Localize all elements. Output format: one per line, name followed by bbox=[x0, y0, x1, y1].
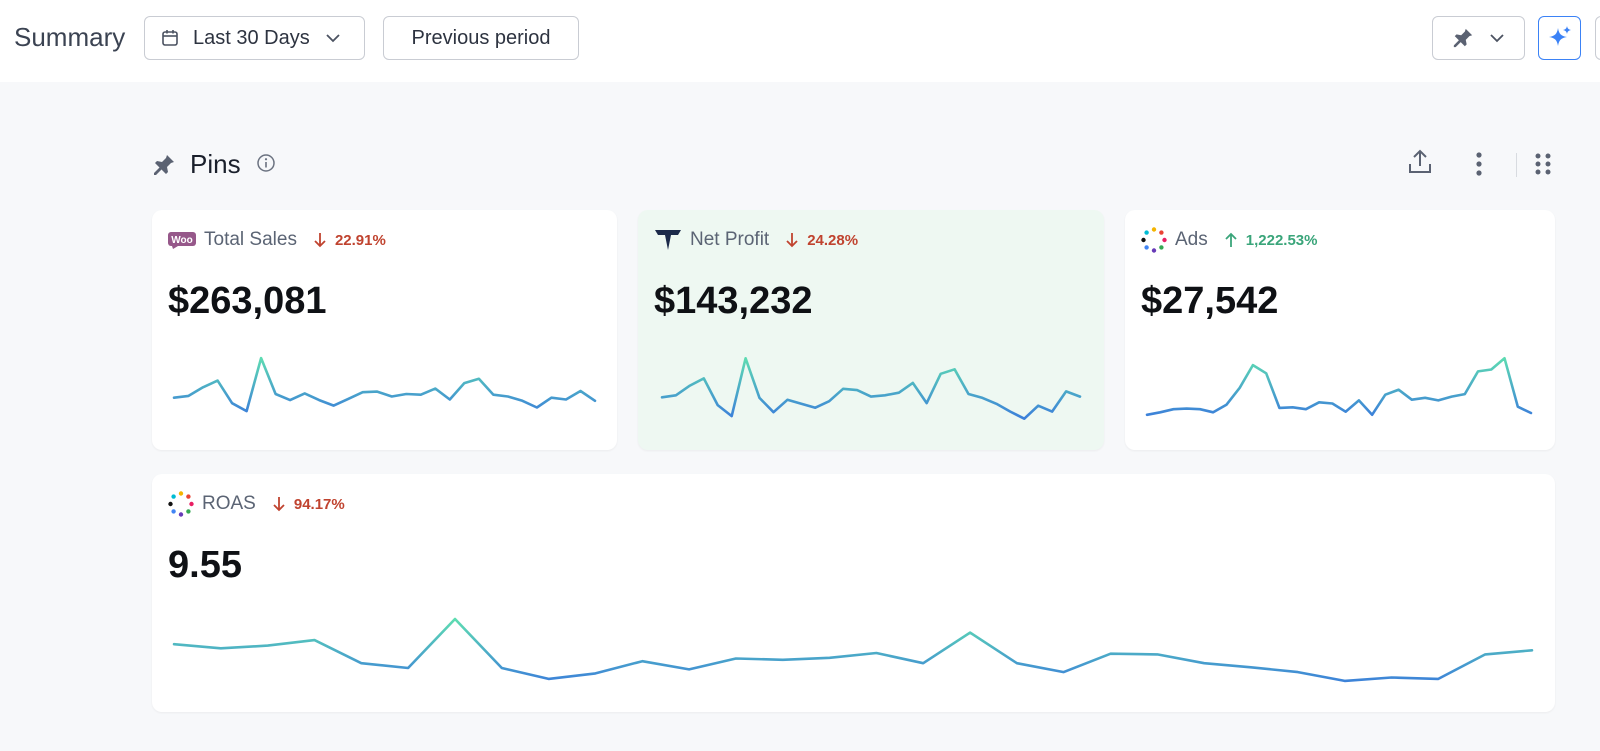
card-value: $27,542 bbox=[1141, 280, 1279, 322]
sparkline-chart bbox=[660, 357, 1082, 420]
sparkline-series bbox=[1145, 356, 1533, 417]
pins-section-header: Pins bbox=[150, 145, 1560, 185]
card-label: Total Sales bbox=[204, 229, 297, 250]
multicolor-dots-icon bbox=[168, 491, 194, 517]
card-label: Ads bbox=[1175, 229, 1208, 250]
metric-card-roas[interactable]: ROAS 94.17% 9.55 bbox=[152, 474, 1555, 712]
card-header: Ads 1,222.53% bbox=[1141, 227, 1318, 253]
card-header: Net Profit 24.28% bbox=[654, 228, 858, 252]
sparkle-icon bbox=[1548, 26, 1571, 46]
svg-text:Woo: Woo bbox=[171, 235, 192, 246]
change-indicator: 1,222.53% bbox=[1224, 231, 1318, 249]
drag-handle-icon[interactable] bbox=[1532, 149, 1554, 179]
more-vertical-icon[interactable] bbox=[1470, 149, 1488, 179]
page-title: Summary bbox=[14, 22, 126, 52]
pin-menu-button[interactable] bbox=[1432, 16, 1525, 60]
sparkline-chart bbox=[172, 356, 597, 413]
card-header: Woo Total Sales 22.91% bbox=[168, 228, 386, 252]
change-value: 94.17% bbox=[293, 495, 345, 513]
sparkline-series bbox=[172, 617, 1534, 683]
multicolor-dots-icon bbox=[1141, 227, 1167, 253]
metric-card-ads[interactable]: Ads 1,222.53% $27,542 bbox=[1125, 210, 1555, 450]
pin-icon bbox=[154, 155, 174, 175]
card-header: ROAS 94.17% bbox=[168, 491, 345, 517]
sparkline-chart bbox=[172, 617, 1534, 683]
sparkline-series bbox=[660, 357, 1082, 420]
card-label: Net Profit bbox=[690, 229, 770, 250]
sparkline-chart bbox=[1145, 356, 1533, 417]
overflow-button[interactable] bbox=[1595, 16, 1600, 60]
arrow-down-icon bbox=[786, 233, 798, 248]
change-value: 22.91% bbox=[334, 231, 386, 249]
date-range-dropdown[interactable]: Last 30 Days bbox=[144, 16, 365, 60]
calendar-icon bbox=[162, 30, 178, 46]
chevron-down-icon bbox=[1489, 34, 1504, 43]
chevron-down-icon bbox=[326, 34, 340, 43]
date-range-label: Last 30 Days bbox=[193, 26, 310, 49]
change-value: 24.28% bbox=[807, 231, 859, 249]
compare-period-label: Previous period bbox=[411, 26, 551, 49]
ai-assistant-button[interactable] bbox=[1538, 16, 1581, 60]
metric-card-net-profit[interactable]: Net Profit 24.28% $143,232 bbox=[638, 210, 1104, 450]
card-value: $263,081 bbox=[168, 280, 327, 322]
header-divider bbox=[1516, 153, 1517, 177]
change-indicator: 94.17% bbox=[272, 496, 345, 513]
change-indicator: 22.91% bbox=[313, 232, 386, 249]
info-icon[interactable] bbox=[256, 153, 276, 173]
sparkline-series bbox=[172, 356, 597, 413]
card-value: 9.55 bbox=[168, 544, 242, 586]
brand-t-icon bbox=[655, 230, 681, 250]
upload-icon[interactable] bbox=[1405, 147, 1435, 177]
arrow-down-icon bbox=[273, 497, 285, 512]
section-title: Pins bbox=[190, 149, 241, 179]
metric-card-total-sales[interactable]: Woo Total Sales 22.91% $263,081 bbox=[152, 210, 617, 450]
pin-icon bbox=[1453, 28, 1472, 48]
top-bar: Summary Last 30 Days Previous period bbox=[0, 0, 1600, 82]
arrow-up-icon bbox=[1225, 232, 1237, 247]
card-value: $143,232 bbox=[654, 280, 813, 322]
woocommerce-icon: Woo bbox=[168, 232, 196, 249]
change-value: 1,222.53% bbox=[1245, 231, 1318, 249]
arrow-down-icon bbox=[314, 233, 326, 248]
change-indicator: 24.28% bbox=[785, 232, 858, 249]
card-label: ROAS bbox=[202, 493, 256, 514]
compare-period-button[interactable]: Previous period bbox=[383, 16, 579, 60]
